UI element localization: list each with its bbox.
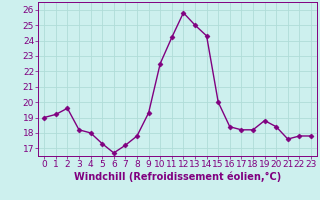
X-axis label: Windchill (Refroidissement éolien,°C): Windchill (Refroidissement éolien,°C) — [74, 172, 281, 182]
